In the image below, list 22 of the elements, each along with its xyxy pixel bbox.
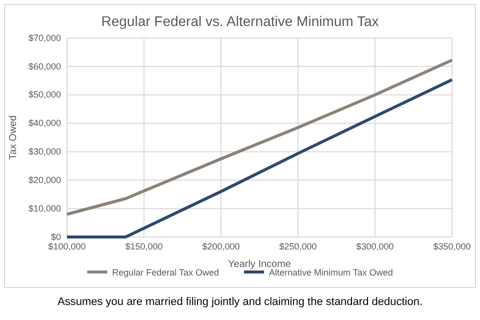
- x-tick-label: $150,000: [125, 241, 163, 252]
- line-series: [66, 58, 454, 216]
- y-tick-label: $40,000: [28, 118, 61, 128]
- y-tick-label: $20,000: [28, 175, 61, 186]
- x-axis-title: Yearly Income: [228, 259, 292, 270]
- legend-label: Regular Federal Tax Owed: [112, 268, 219, 278]
- y-tick-label: $50,000: [28, 90, 61, 100]
- x-tick-label: $100,000: [48, 241, 86, 252]
- x-tick-label: $250,000: [279, 241, 317, 252]
- y-tick-label: $0: [50, 232, 61, 242]
- text: Assumes you are married filing jointly and claiming the standard deduction.: [57, 296, 423, 308]
- y-axis-title: Tax Owed: [8, 115, 19, 160]
- line-series: [66, 78, 454, 238]
- y-tick-label: $30,000: [28, 146, 61, 157]
- y-tick-label: $10,000: [28, 203, 61, 214]
- x-tick-label: $350,000: [433, 241, 471, 252]
- x-tick-label: $200,000: [202, 241, 240, 252]
- x-tick-label: $300,000: [356, 241, 394, 252]
- y-tick-label: $60,000: [28, 61, 61, 72]
- legend-label: Alternative Minimum Tax Owed: [269, 268, 393, 278]
- chart-title: Regular Federal vs. Alternative Minimum Tax: [101, 13, 379, 29]
- y-tick-label: $70,000: [28, 32, 61, 43]
